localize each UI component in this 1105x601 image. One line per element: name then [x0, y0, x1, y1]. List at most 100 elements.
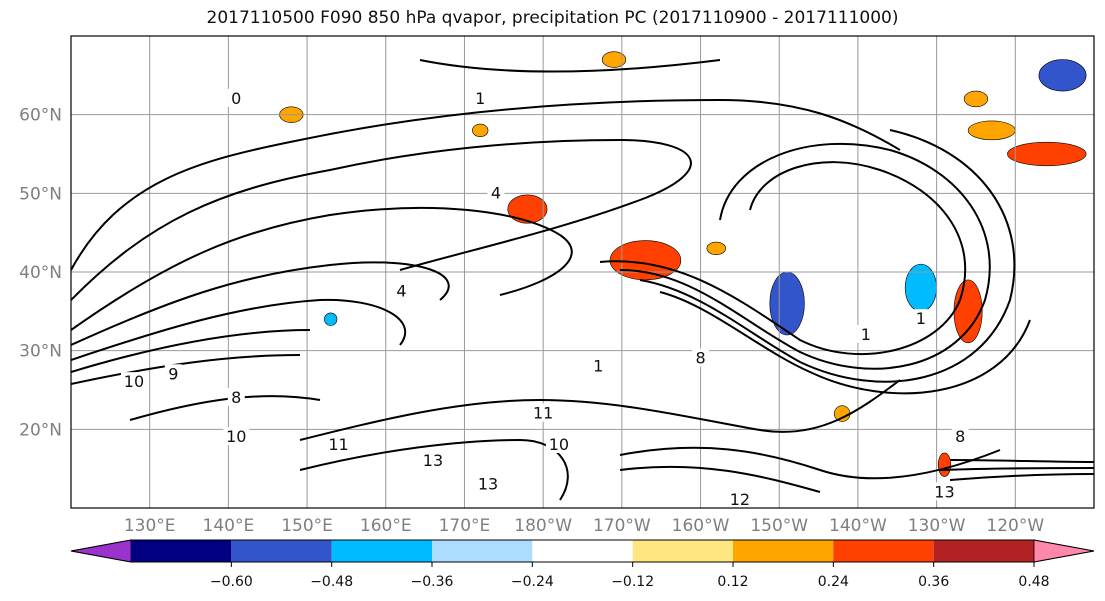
contour-label-bg	[951, 427, 969, 446]
lon-tick-label: 130°W	[908, 516, 966, 536]
contour-line	[71, 354, 301, 385]
qvapor-contours	[71, 59, 1094, 501]
lon-tick-label: 140°W	[829, 516, 887, 536]
contour-line	[949, 459, 1094, 463]
contour-label-bg	[857, 324, 875, 343]
contour-label: 8	[955, 427, 965, 446]
contour-label: 1	[475, 89, 485, 108]
contour-line	[619, 142, 991, 370]
lat-tick-label: 50°N	[19, 184, 62, 204]
precip-anomaly-patch	[904, 263, 937, 312]
colorbar-outline	[70, 539, 1095, 563]
contour-label-bg	[545, 435, 572, 454]
precip-anomaly-patch	[324, 312, 338, 326]
precip-anomaly-patch	[1038, 59, 1087, 92]
colorbar-segment	[933, 540, 1034, 562]
contour-label-bg	[393, 281, 411, 300]
contour-label-bg	[487, 183, 505, 202]
colorbar-segment	[733, 540, 834, 562]
contour-label: 8	[231, 388, 241, 407]
lon-tick-label: 140°E	[203, 516, 255, 536]
lon-tick-label: 180°W	[514, 516, 572, 536]
colorbar-tick-label: 0.48	[1018, 574, 1049, 590]
contour-label-bg	[475, 474, 502, 493]
contour-line	[299, 438, 569, 501]
contour-line	[71, 329, 311, 373]
chart-title: 2017110500 F090 850 hPa qvapor, precipit…	[206, 8, 899, 28]
precip-anomaly-patch	[834, 405, 851, 422]
lat-tick-label: 40°N	[19, 263, 62, 283]
contour-line	[71, 298, 407, 361]
contour-line	[659, 291, 1031, 395]
precip-anomaly-patch	[472, 123, 489, 137]
contour-label: 4	[396, 282, 406, 301]
contour-line	[639, 129, 1016, 383]
colorbar-segment	[231, 540, 332, 562]
contour-label-bg	[692, 348, 710, 367]
contour-line	[71, 98, 901, 271]
lon-tick-label: 160°W	[672, 516, 730, 536]
colorbar-segment	[532, 540, 633, 562]
lat-tick-label: 60°N	[19, 106, 62, 126]
colorbar-segment	[131, 540, 232, 562]
contour-label: 13	[423, 451, 443, 470]
colorbar-extend-high	[1033, 539, 1095, 563]
colorbar-tick-label: 0.24	[818, 574, 849, 590]
contour-label: 10	[226, 427, 246, 446]
contour-line	[71, 138, 692, 301]
contour-label: 9	[168, 364, 178, 383]
contour-label: 10	[124, 372, 144, 391]
contour-line	[419, 59, 721, 73]
contour-line	[129, 395, 321, 421]
contour-line	[619, 446, 1001, 480]
contour-label: 11	[533, 404, 553, 423]
precip-anomaly-patch	[937, 452, 952, 477]
contour-label-bg	[530, 403, 557, 422]
precip-anomaly-patch	[609, 240, 682, 281]
contour-label-bg	[589, 356, 607, 375]
contour-label: 12	[730, 490, 750, 509]
colorbar-tick-label: 0.12	[717, 574, 748, 590]
contour-label: 13	[478, 474, 498, 493]
lat-tick-label: 20°N	[19, 420, 62, 440]
lon-tick-label: 170°E	[439, 516, 491, 536]
contour-label-bg	[223, 427, 250, 446]
contour-label-bg	[227, 387, 245, 406]
colorbar-segment	[833, 540, 934, 562]
contour-label-bg	[726, 490, 753, 508]
contour-line	[619, 465, 821, 493]
plot-frame	[70, 35, 1095, 509]
colorbar-segment	[432, 540, 533, 562]
lon-tick-label: 160°E	[360, 516, 412, 536]
contour-label: 1	[593, 356, 603, 375]
lon-tick-label: 170°W	[593, 516, 651, 536]
contour-label: 1	[861, 325, 871, 344]
contour-line	[939, 467, 1094, 471]
contour-label-bg	[325, 435, 352, 454]
lat-tick-label: 30°N	[19, 342, 62, 362]
precip-anomaly-patch	[963, 90, 989, 108]
contour-label-bg	[419, 450, 446, 469]
contour-line	[949, 473, 1094, 481]
precip-anomaly-patch	[706, 241, 727, 255]
contour-label-bg	[912, 309, 930, 328]
precip-anomaly-patch	[953, 279, 983, 344]
colorbar-tick-label: −0.48	[310, 574, 353, 590]
contour-label: 4	[491, 183, 501, 202]
contour-line	[599, 161, 967, 356]
contour-line	[71, 261, 450, 346]
contour-label-bg	[931, 482, 958, 501]
contour-label-bg	[120, 372, 147, 391]
contour-label: 8	[695, 349, 705, 368]
colorbar-segment	[331, 540, 432, 562]
colorbar-tick-label: −0.12	[611, 574, 654, 590]
contour-line	[71, 206, 573, 331]
lon-tick-label: 120°W	[986, 516, 1044, 536]
axis-ticks: 20°N 30°N 40°N 50°N 60°N 130°E 140°E 150°E 160°E…	[19, 106, 1044, 536]
contour-label: 1	[916, 309, 926, 328]
colorbar-extend-low	[70, 539, 132, 563]
colorbar: −0.60 −0.48 −0.36 −0.24 −0.12 0.12 0.24 0.36 0.4…	[70, 539, 1095, 590]
colorbar-tick-label: 0.36	[918, 574, 949, 590]
contour-label-bg	[227, 88, 245, 107]
